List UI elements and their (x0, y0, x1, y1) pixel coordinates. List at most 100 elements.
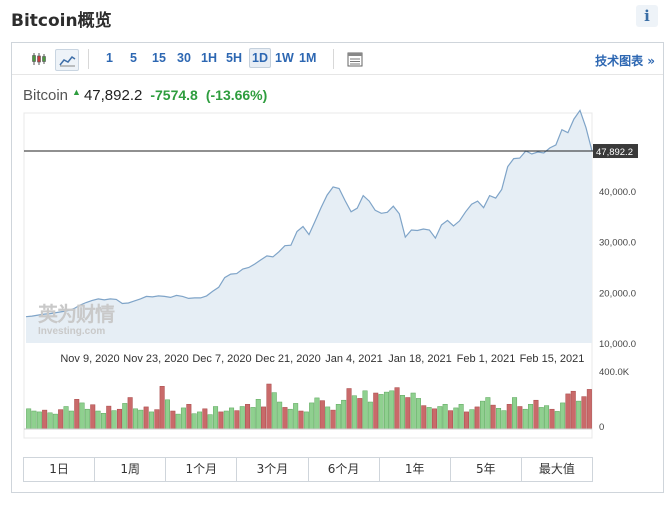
interval-15[interactable]: 15 (152, 51, 166, 65)
volume-bar (506, 404, 512, 430)
interval-5h[interactable]: 5H (226, 51, 242, 65)
volume-bar (469, 409, 475, 430)
volume-bar (100, 413, 106, 430)
volume-bar (325, 406, 331, 430)
watermark-text: Investing.com (38, 326, 105, 337)
volume-bar (52, 413, 58, 430)
volume-bar (63, 406, 69, 430)
volume-bar (255, 399, 261, 430)
volume-bar (421, 405, 427, 430)
volume-bar (415, 398, 421, 430)
volume-bar (351, 395, 357, 430)
volume-bar (453, 407, 459, 430)
volume-axis-zero: 0 (599, 422, 604, 433)
volume-bar (410, 392, 416, 430)
volume-bar (74, 399, 80, 430)
y-tick-label: 30,000.0 (599, 238, 636, 249)
interval-1m[interactable]: 1M (299, 51, 317, 65)
x-tick-label: Jan 18, 2021 (388, 353, 452, 365)
period-1m[interactable]: 1个月 (166, 458, 238, 481)
volume-bar (111, 410, 117, 430)
volume-bar (314, 397, 320, 430)
candlestick-icon[interactable] (28, 49, 50, 69)
volume-bar (362, 390, 368, 430)
toolbar-divider (333, 49, 334, 69)
area-chart-icon[interactable] (55, 49, 79, 71)
volume-bar (138, 409, 144, 430)
x-tick-label: Feb 1, 2021 (457, 353, 516, 365)
interval-1h[interactable]: 1H (201, 51, 217, 65)
volume-bar (271, 392, 277, 430)
volume-bar (213, 406, 219, 430)
volume-bar (528, 404, 534, 430)
volume-bar (26, 408, 32, 430)
period-1y[interactable]: 1年 (380, 458, 451, 481)
volume-bar (357, 398, 363, 430)
volume-bar (143, 406, 149, 430)
volume-bar (389, 390, 395, 430)
period-1w[interactable]: 1周 (95, 458, 167, 481)
period-5y[interactable]: 5年 (451, 458, 522, 481)
interval-1[interactable]: 1 (106, 51, 113, 65)
interval-30[interactable]: 30 (177, 51, 191, 65)
info-button[interactable]: i (636, 5, 658, 27)
volume-bar (170, 410, 176, 430)
period-max[interactable]: 最大值 (538, 462, 575, 476)
volume-bar (405, 397, 411, 430)
volume-bar (570, 390, 576, 430)
y-tick-label: 20,000.0 (599, 288, 636, 299)
table-icon[interactable] (344, 49, 366, 69)
volume-bar (175, 413, 181, 430)
interval-5[interactable]: 5 (130, 51, 137, 65)
period-6m[interactable]: 6个月 (309, 458, 380, 481)
volume-bar (544, 405, 550, 430)
x-tick-label: Feb 15, 2021 (520, 353, 585, 365)
volume-bar (282, 407, 288, 430)
quote-line: Bitcoin ▲ 47,892.2 -7574.8 (-13.66%) (23, 87, 267, 104)
volume-bar (565, 393, 571, 430)
volume-bar (127, 397, 133, 430)
period-3m[interactable]: 3个月 (237, 458, 309, 481)
volume-bar (431, 408, 437, 430)
volume-bar (581, 396, 587, 430)
volume-bar (79, 402, 85, 430)
volume-bar (383, 391, 389, 430)
x-tick-label: Jan 4, 2021 (325, 353, 383, 365)
volume-bar (373, 392, 379, 430)
volume-bar (266, 383, 272, 430)
interval-1w[interactable]: 1W (275, 51, 294, 65)
volume-bar (549, 408, 555, 430)
price-change: -7574.8 (150, 87, 198, 103)
instrument-name: Bitcoin (23, 87, 69, 104)
volume-bar (277, 401, 283, 430)
volume-bar (501, 410, 507, 430)
volume-bar (180, 407, 186, 430)
volume-bar (522, 408, 528, 430)
volume-bar (148, 411, 154, 430)
volume-bar (132, 408, 138, 430)
volume-bar (191, 413, 197, 430)
interval-1d[interactable]: 1D (249, 48, 271, 68)
volume-bar (490, 404, 496, 430)
volume-bar (480, 400, 486, 430)
volume-bar (303, 411, 309, 430)
volume-bar (261, 406, 267, 430)
current-price-label: 47,892.2 (596, 147, 633, 158)
volume-bar (474, 406, 480, 430)
volume-bar (512, 397, 518, 430)
volume-bar (84, 408, 90, 430)
technical-chart-link[interactable]: 技术图表 » (595, 54, 655, 68)
volume-bar (447, 410, 453, 430)
volume-bar (218, 411, 224, 430)
page-title: Bitcoin概览 (11, 11, 112, 31)
volume-bar (437, 406, 443, 430)
volume-bar (223, 410, 229, 430)
x-tick-label: Dec 21, 2020 (255, 353, 320, 365)
period-1d[interactable]: 1日 (24, 458, 96, 481)
price-area (26, 110, 592, 344)
volume-bar (122, 403, 128, 430)
current-price-tag (593, 144, 638, 159)
volume-bar (378, 394, 384, 430)
volume-bar (576, 400, 582, 430)
